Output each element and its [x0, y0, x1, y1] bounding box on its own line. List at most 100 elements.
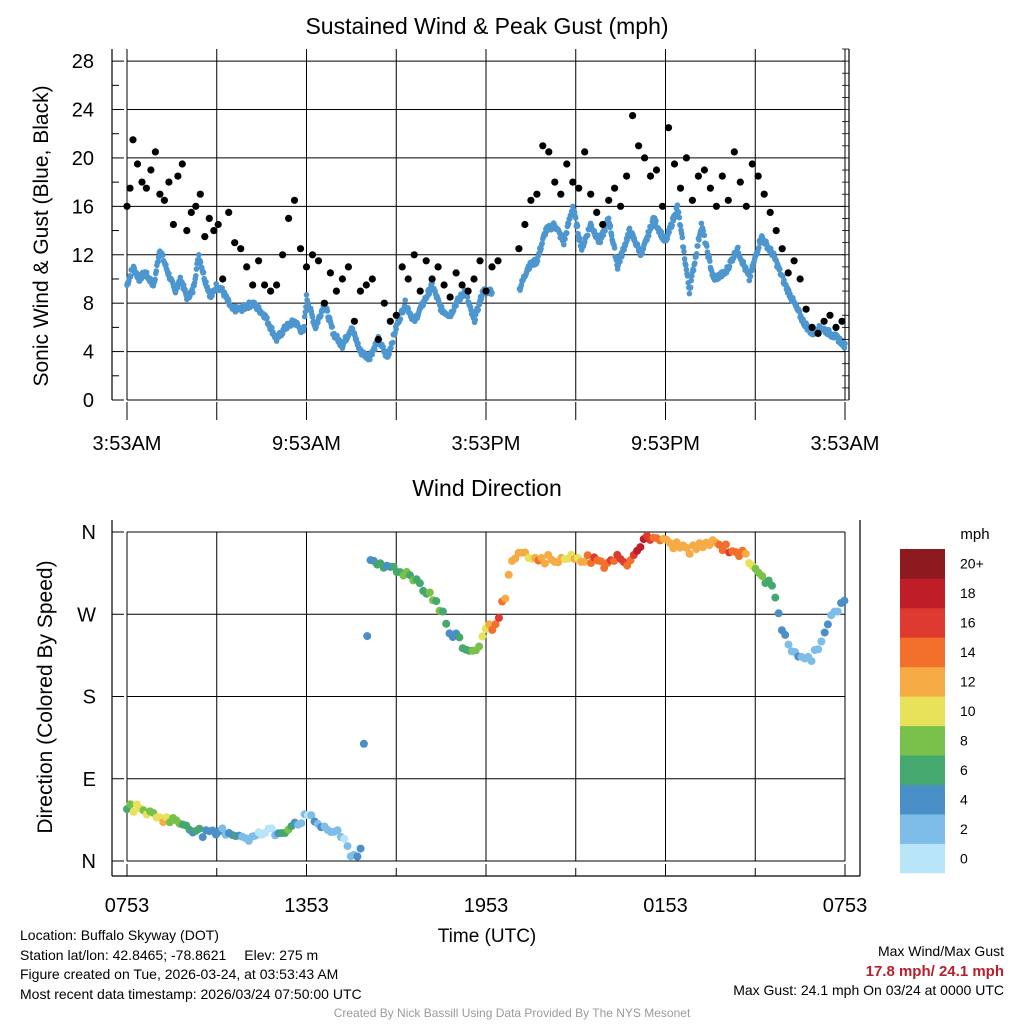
wind-point: [405, 305, 412, 312]
wind-point: [300, 328, 307, 334]
wind-point: [681, 248, 687, 255]
wind-point: [591, 228, 598, 234]
direction-x-tick-label: 1953: [464, 895, 509, 917]
wind-y-tick-label: 16: [72, 196, 94, 218]
wind-point: [336, 337, 343, 344]
direction-point: [784, 640, 793, 649]
wind-point: [166, 270, 172, 277]
wind-point: [209, 292, 215, 299]
wind-x-tick-label: 9:53PM: [631, 433, 700, 455]
legend-swatch: [900, 696, 945, 727]
direction-chart-title: Wind Direction: [412, 475, 562, 501]
latlon-line: Station lat/lon: 42.8465; -78.8621 Elev: …: [20, 946, 362, 966]
gust-point: [422, 257, 430, 265]
gust-point: [138, 178, 146, 186]
gust-point: [641, 154, 649, 162]
wind-point: [841, 345, 848, 351]
wind-point: [574, 223, 581, 229]
wind-point: [152, 276, 158, 283]
direction-point: [129, 807, 138, 816]
gust-point: [545, 148, 553, 156]
direction-point: [333, 826, 342, 835]
gust-point: [133, 160, 142, 168]
direction-x-tick-label: 1353: [284, 895, 329, 917]
wind-point: [160, 252, 166, 258]
direction-point: [768, 581, 776, 590]
gust-point: [557, 190, 565, 198]
wind-chart-title: Sustained Wind & Peak Gust (mph): [305, 13, 668, 39]
legend-swatch: [900, 666, 945, 697]
legend-label: 0: [960, 850, 968, 866]
wind-point: [608, 232, 615, 239]
wind-point: [539, 240, 545, 246]
gust-point: [326, 269, 334, 277]
gust-point: [214, 220, 222, 229]
legend-swatch: [900, 784, 945, 815]
gust-point: [796, 275, 804, 283]
direction-point: [478, 632, 487, 641]
legend-label: 8: [960, 733, 968, 749]
legend-label: 2: [960, 821, 968, 837]
wind-x-tick-label: 9:53AM: [272, 433, 341, 455]
gust-point: [398, 263, 406, 271]
wind-point: [747, 273, 754, 280]
wind-point: [534, 258, 541, 264]
wind-point: [393, 326, 400, 332]
wind-point: [648, 224, 655, 230]
direction-point: [833, 607, 842, 616]
gust-point: [183, 227, 191, 235]
wind-point: [177, 274, 184, 281]
gust-point: [820, 317, 828, 325]
legend-swatch: [900, 843, 945, 874]
wind-point: [750, 264, 756, 271]
wind-point: [269, 324, 275, 331]
wind-point: [677, 222, 684, 229]
gust-point: [296, 245, 305, 253]
gust-point: [302, 263, 311, 271]
wind-point: [153, 268, 160, 274]
direction-point: [475, 642, 484, 651]
wind-point: [203, 279, 209, 285]
direction-x-tick-label: 0153: [643, 895, 688, 917]
direction-point: [195, 824, 204, 833]
gust-point: [563, 160, 571, 168]
direction-point: [455, 633, 464, 642]
legend-label: 14: [960, 644, 976, 660]
wind-point: [302, 309, 309, 315]
gust-point: [599, 220, 607, 229]
gust-point: [826, 311, 834, 319]
wind-point: [693, 251, 700, 257]
wind-point: [701, 232, 708, 239]
wind-point: [371, 346, 378, 353]
direction-x-tick-label: 0753: [823, 895, 868, 917]
direction-point: [758, 572, 767, 580]
wind-point: [674, 202, 681, 208]
wind-y-tick-label: 28: [72, 51, 94, 73]
gust-point: [308, 251, 317, 259]
gust-point: [664, 124, 673, 132]
wind-point: [309, 314, 316, 320]
wind-point: [386, 351, 392, 357]
wind-point: [680, 244, 687, 250]
direction-chart-grid: [126, 531, 846, 862]
gust-point: [416, 287, 424, 295]
max-gust-text: Max Gust: 24.1 mph On 03/24 at 0000 UTC: [733, 982, 1004, 998]
recent-data-text: Most recent data timestamp: 2026/03/24 0…: [20, 985, 362, 1002]
direction-point: [198, 833, 207, 842]
gust-point: [187, 208, 195, 216]
wind-point: [564, 230, 570, 236]
direction-point: [494, 613, 503, 622]
gust-point: [332, 287, 340, 295]
wind-point: [200, 269, 207, 276]
legend-label: 6: [960, 762, 968, 778]
wind-point: [735, 244, 741, 251]
gust-point: [748, 160, 756, 168]
created-text: Figure created on Tue, 2026-03-24, at 03…: [20, 966, 339, 982]
direction-point: [610, 556, 618, 565]
gust-point: [617, 202, 625, 210]
wind-point: [617, 258, 623, 265]
wind-point: [796, 308, 803, 315]
wind-y-tick-label: 24: [72, 100, 94, 122]
wind-point: [196, 252, 202, 258]
